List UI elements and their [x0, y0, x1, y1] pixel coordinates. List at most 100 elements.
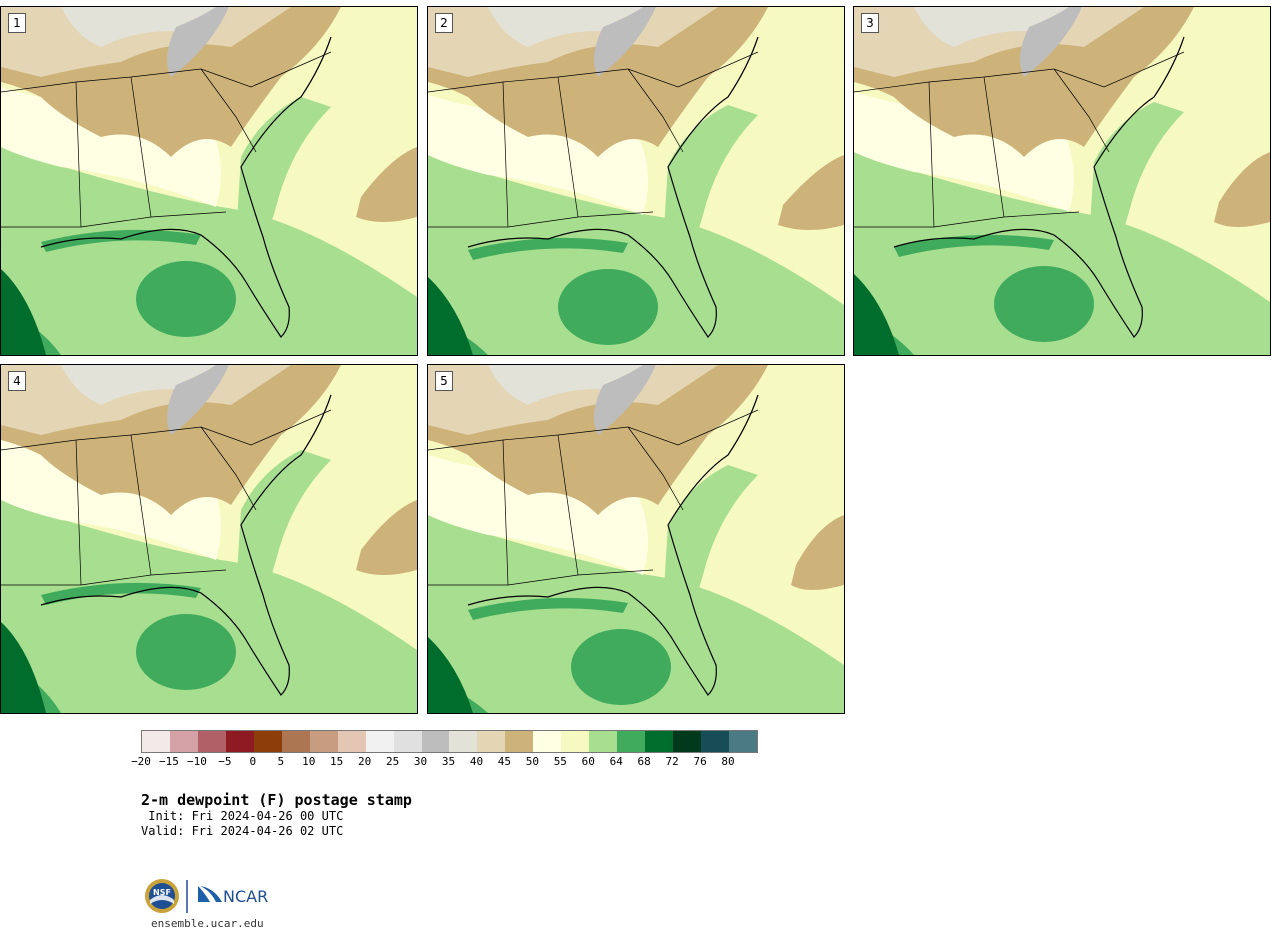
- state-boundary: [854, 211, 1080, 228]
- dewpoint-field-30: [167, 7, 229, 77]
- nsf-logo-icon: NSF: [145, 879, 179, 913]
- state-boundary: [854, 51, 1185, 93]
- dewpoint-field-35: [61, 365, 231, 405]
- coastline: [467, 36, 759, 338]
- dewpoint-field-45-atlantic: [791, 515, 844, 590]
- dewpoint-field-45-atlantic: [1214, 152, 1270, 227]
- dewpoint-map-1: [1, 7, 417, 355]
- dewpoint-field-68: [428, 277, 473, 355]
- state-boundary: [428, 211, 654, 228]
- colorbar-segment: [197, 731, 226, 752]
- colorbar-segment: [729, 731, 757, 752]
- colorbar-tick-label: 30: [413, 755, 428, 768]
- dewpoint-field-60-east: [663, 465, 758, 655]
- dewpoint-field-45-atlantic: [356, 147, 417, 222]
- dewpoint-field-30: [1020, 7, 1082, 77]
- colorbar-segment: [645, 731, 674, 752]
- state-boundary: [75, 68, 257, 228]
- member-panel-3: 3: [853, 6, 1271, 356]
- colorbar-tick-label: 72: [665, 755, 679, 768]
- colorbar-segment: [533, 731, 562, 752]
- colorbar-segment: [309, 731, 338, 752]
- colorbar-segment: [617, 731, 646, 752]
- dewpoint-field-60-east: [236, 97, 331, 287]
- colorbar-tick-label: 50: [525, 755, 539, 768]
- panel-number-label: 2: [435, 13, 453, 33]
- dewpoint-field-64-coast: [894, 234, 1054, 257]
- colorbar-segment: [449, 731, 478, 752]
- dewpoint-map-4: [1, 365, 417, 713]
- state-boundary: [502, 426, 684, 586]
- dewpoint-field-64-coast: [468, 237, 628, 260]
- colorbar-segment: [589, 731, 618, 752]
- colorbar-segment: [393, 731, 422, 752]
- colorbar-tick-label: −10: [186, 755, 207, 768]
- dewpoint-field-64-blob: [558, 269, 658, 345]
- colorbar-tick-label: 80: [721, 755, 735, 768]
- colorbar-tick-label: 10: [302, 755, 316, 768]
- colorbar-tick-label: 20: [358, 755, 372, 768]
- state-boundary: [1, 409, 332, 451]
- nsf-logo-text: NSF: [153, 888, 171, 897]
- colorbar-tick-label: 55: [553, 755, 567, 768]
- dewpoint-field-64-blob: [571, 629, 671, 705]
- dewpoint-field-30: [167, 365, 229, 435]
- nsf-ncar-logos: NSF NCAR: [145, 879, 268, 913]
- init-time: Init: Fri 2024-04-26 00 UTC: [141, 809, 344, 823]
- colorbar-tick-label: 35: [441, 755, 456, 768]
- colorbar-segment: [281, 731, 310, 752]
- colorbar-segment: [477, 731, 506, 752]
- colorbar-segment: [505, 731, 534, 752]
- dewpoint-map-5: [428, 365, 844, 713]
- dewpoint-colorbar: [141, 730, 758, 753]
- dewpoint-field-35: [488, 7, 658, 47]
- colorbar-segment: [365, 731, 394, 752]
- colorbar-tick-label: −20: [131, 755, 151, 768]
- colorbar-tick-label: 40: [469, 755, 484, 768]
- colorbar-tick-label: 76: [693, 755, 707, 768]
- state-boundary: [428, 569, 654, 586]
- member-panel-1: 1: [0, 6, 418, 356]
- colorbar-tick-label: −15: [159, 755, 179, 768]
- colorbar-segment: [421, 731, 450, 752]
- state-boundary: [428, 51, 759, 93]
- state-boundary: [502, 68, 684, 228]
- colorbar-segment: [225, 731, 254, 752]
- state-boundary: [428, 409, 759, 451]
- dewpoint-field-64-coast: [468, 597, 628, 620]
- panel-number-label: 1: [8, 13, 26, 33]
- colorbar-segment: [169, 731, 198, 752]
- dewpoint-field-45-atlantic: [356, 500, 417, 575]
- dewpoint-field-68: [1, 622, 46, 713]
- valid-time: Valid: Fri 2024-04-26 02 UTC: [141, 824, 344, 838]
- colorbar-tick-label: 5: [277, 755, 285, 768]
- member-panel-4: 4: [0, 364, 418, 714]
- dewpoint-field-60-east: [1089, 102, 1184, 292]
- panel-number-label: 5: [435, 371, 453, 391]
- colorbar-tick-label: 64: [609, 755, 623, 768]
- colorbar-segment: [142, 731, 170, 752]
- coastline: [40, 394, 332, 696]
- dewpoint-field-64-blob: [136, 261, 236, 337]
- dewpoint-field-30: [594, 365, 656, 435]
- dewpoint-field-68: [1, 269, 46, 355]
- colorbar-segment: [337, 731, 366, 752]
- member-panel-5: 5: [427, 364, 845, 714]
- dewpoint-field-68: [428, 637, 473, 713]
- dewpoint-field-30: [594, 7, 656, 77]
- state-boundary: [1, 51, 332, 93]
- dewpoint-field-68: [854, 274, 899, 355]
- colorbar-tick-label: 25: [385, 755, 400, 768]
- colorbar-tick-labels: −20 −15 −10 −5 0 5 10 15 20 25 30 35 40 45 50 55 60 64 68 7…: [131, 755, 756, 769]
- colorbar-segment: [673, 731, 702, 752]
- panel-number-label: 4: [8, 371, 26, 391]
- colorbar-tick-label: 68: [637, 755, 651, 768]
- site-url: ensemble.ucar.edu: [151, 917, 264, 930]
- colorbar-tick-label: 0: [249, 755, 257, 768]
- state-boundary: [75, 426, 257, 586]
- coastline: [40, 36, 332, 338]
- state-boundary: [928, 68, 1110, 228]
- panel-number-label: 3: [861, 13, 879, 33]
- dewpoint-field-60-east: [663, 105, 758, 295]
- colorbar-tick-label: 60: [581, 755, 595, 768]
